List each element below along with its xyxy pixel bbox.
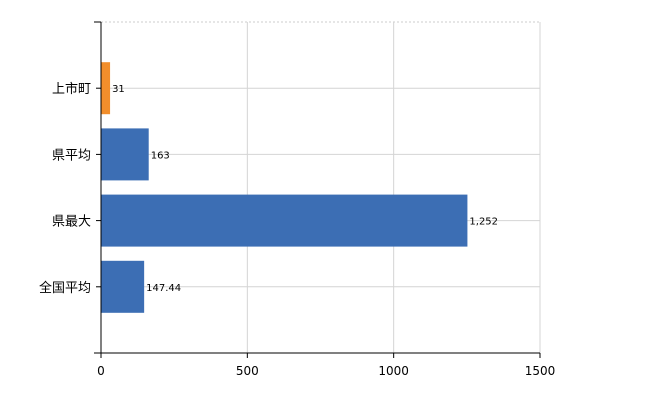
data-label: 31 [112, 84, 125, 95]
bar [101, 260, 145, 313]
data-label: 163 [151, 150, 170, 161]
x-tick-label: 0 [97, 364, 105, 378]
data-label: 1,252 [469, 217, 498, 228]
category-label: 県平均 [52, 148, 91, 163]
data-label: 147.44 [146, 283, 181, 294]
category-label: 県最大 [52, 215, 91, 230]
x-tick-label: 500 [236, 364, 259, 378]
x-tick-label: 1500 [525, 364, 556, 378]
category-label: 上市町 [52, 81, 91, 97]
bar [101, 128, 149, 181]
bar [101, 194, 468, 247]
x-tick-label: 1000 [378, 364, 409, 378]
bar [101, 62, 111, 115]
category-label: 全国平均 [39, 280, 91, 296]
